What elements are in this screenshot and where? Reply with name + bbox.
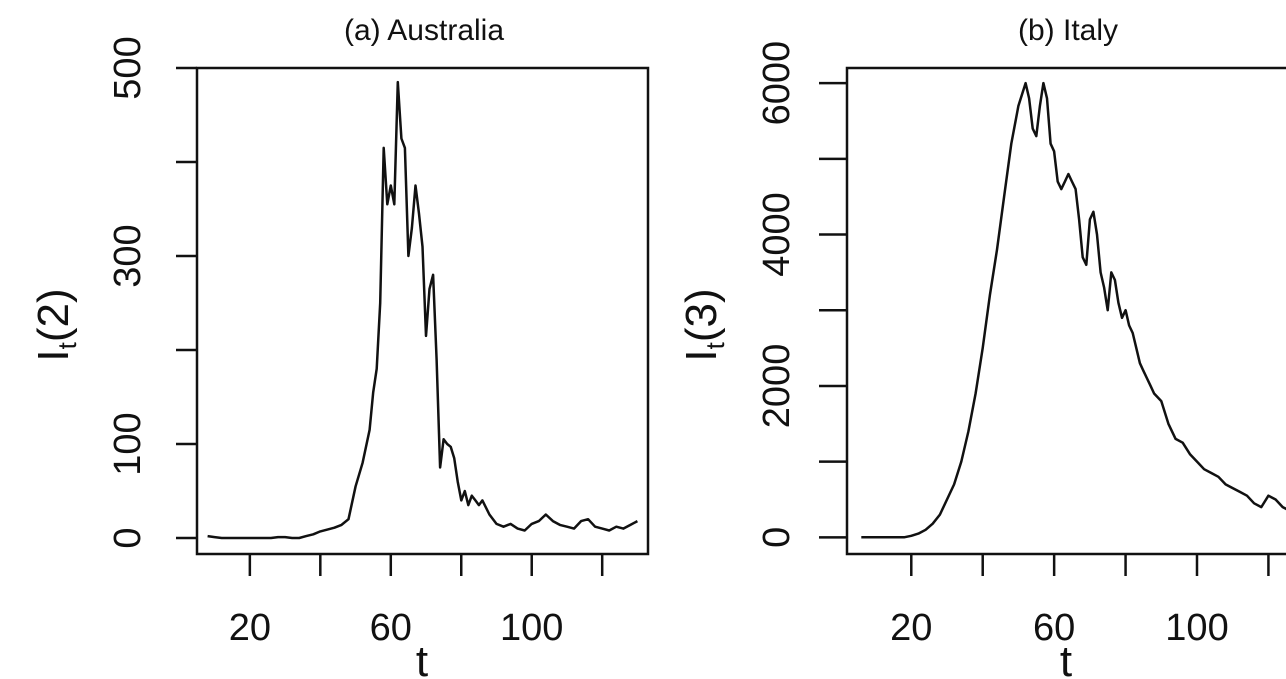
- y-tick-label: 4000: [756, 192, 798, 277]
- y-axis-label: It(2): [29, 288, 82, 361]
- series-line: [861, 81, 1286, 539]
- chart-title: (a) Australia: [344, 14, 504, 47]
- x-tick-label: 60: [370, 607, 412, 649]
- x-tick-label: 20: [890, 607, 932, 649]
- series-line: [207, 80, 638, 540]
- y-axis: 0 100 300 500: [107, 36, 197, 549]
- y-axis-label-sub: t: [52, 341, 82, 349]
- x-tick-label: 20: [229, 607, 271, 649]
- y-axis-label-main: I: [29, 349, 78, 361]
- plot-frame: [195, 66, 650, 556]
- x-axis: 20 60 100: [890, 554, 1270, 649]
- svg-text:It(2): It(2): [29, 288, 82, 361]
- x-axis-label: t: [1060, 637, 1072, 679]
- y-axis-label-main: I: [677, 349, 726, 361]
- y-tick-label: 6000: [756, 41, 798, 126]
- y-tick-label: 2000: [756, 344, 798, 429]
- y-tick-label: 0: [756, 527, 798, 548]
- x-axis: 20 60 100: [229, 554, 604, 649]
- x-tick-label: 100: [1165, 607, 1228, 649]
- chart-title: (b) Italy: [1018, 14, 1118, 47]
- plot-frame: [845, 66, 1286, 556]
- x-tick-label: 100: [500, 607, 563, 649]
- x-axis-label: t: [416, 637, 428, 679]
- y-axis: 0 2000 4000 6000: [756, 41, 847, 548]
- y-tick-label: 500: [107, 36, 149, 99]
- y-axis-label-sub: t: [700, 341, 730, 349]
- y-tick-label: 300: [107, 224, 149, 287]
- svg-text:It(3): It(3): [677, 288, 730, 361]
- y-tick-label: 0: [107, 527, 149, 548]
- y-axis-label-arg: (2): [29, 288, 78, 342]
- y-axis-label-arg: (3): [677, 288, 726, 342]
- x-tick-label: 60: [1033, 607, 1075, 649]
- y-axis-label: It(3): [677, 288, 730, 361]
- y-tick-label: 100: [107, 412, 149, 475]
